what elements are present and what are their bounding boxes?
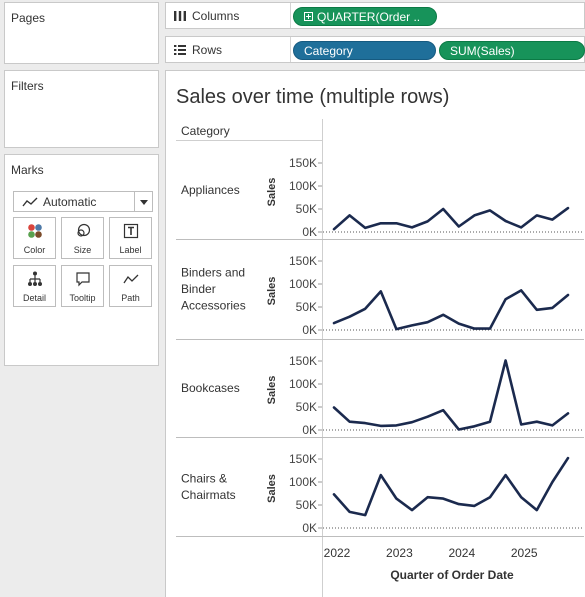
y-tick-label: 150K — [289, 156, 317, 170]
sum-sales-pill-label: SUM(Sales) — [450, 44, 515, 58]
y-tick-label: 150K — [289, 354, 317, 368]
y-tick-label: 50K — [296, 300, 317, 314]
size-button-label: Size — [73, 245, 92, 255]
path-button-label: Path — [121, 293, 140, 303]
size-button[interactable]: Size — [61, 217, 104, 259]
detail-button-label: Detail — [22, 293, 46, 303]
y-tick-label: 100K — [289, 475, 317, 489]
row-label-2: Accessories — [181, 299, 246, 313]
y-axis-title: Sales — [266, 474, 278, 503]
color-button-label: Color — [23, 245, 46, 255]
y-tick-label: 150K — [289, 254, 317, 268]
path-icon — [123, 274, 139, 284]
row-label-2: Binder — [181, 282, 216, 296]
columns-shelf-label: Columns — [192, 9, 240, 23]
path-button[interactable]: Path — [109, 265, 152, 307]
y-tick-label: 50K — [296, 498, 317, 512]
rows-icon — [174, 45, 186, 55]
x-tick-label: 2025 — [511, 546, 538, 560]
shelf-divider — [290, 3, 291, 28]
y-axis-title: Sales — [266, 376, 278, 405]
shelf-divider — [290, 37, 291, 62]
marks-card: Marks Automatic Color Size — [4, 154, 159, 366]
series-line-3 — [332, 359, 570, 431]
y-tick-label: 100K — [289, 377, 317, 391]
y-tick-label: 100K — [289, 179, 317, 193]
y-tick-label: 150K — [289, 452, 317, 466]
row-label-4: Chairs & — [181, 471, 227, 485]
detail-button[interactable]: Detail — [13, 265, 56, 307]
y-axis-title: Sales — [266, 178, 278, 207]
expand-plus-icon[interactable] — [304, 12, 313, 21]
mark-type-dropdown[interactable]: Automatic — [13, 191, 153, 212]
sum-sales-pill[interactable]: SUM(Sales) — [439, 41, 585, 60]
y-tick-label: 0K — [302, 323, 317, 337]
y-axis-title: Sales — [266, 277, 278, 306]
quarter-order-date-pill[interactable]: QUARTER(Order .. — [293, 7, 437, 26]
x-tick-label: 2022 — [324, 546, 351, 560]
mark-type-label: Automatic — [43, 195, 97, 209]
chart-area: Category Appliances Sales 0K 50K 100K 150K Bind… — [176, 119, 584, 597]
row-label-3: Bookcases — [181, 381, 240, 395]
filters-card[interactable]: Filters — [4, 70, 159, 148]
color-icon — [28, 224, 42, 238]
text-label-icon — [123, 223, 139, 239]
rows-shelf-label: Rows — [192, 43, 223, 57]
label-button-label: Label — [119, 245, 142, 255]
filters-card-title: Filters — [11, 79, 44, 93]
row-label-4: Chairmats — [181, 488, 236, 502]
tooltip-icon — [76, 272, 90, 287]
y-tick-label: 100K — [289, 277, 317, 291]
y-tick-label: 0K — [302, 521, 317, 535]
x-tick-label: 2023 — [386, 546, 413, 560]
series-line-1 — [332, 206, 570, 231]
pages-card[interactable]: Pages — [4, 2, 159, 64]
columns-icon — [174, 11, 186, 21]
x-tick-label: 2024 — [448, 546, 475, 560]
y-tick-label: 50K — [296, 202, 317, 216]
worksheet-view: Sales over time (multiple rows) Category… — [165, 70, 585, 597]
y-tick-label: 50K — [296, 400, 317, 414]
chevron-down-icon[interactable] — [134, 192, 152, 211]
category-pill-label: Category — [304, 44, 353, 58]
label-button[interactable]: Label — [109, 217, 152, 259]
rows-shelf[interactable]: Rows Category SUM(Sales) — [165, 36, 585, 63]
view-title: Sales over time (multiple rows) — [176, 86, 450, 108]
series-line-2 — [332, 289, 570, 331]
detail-icon — [28, 271, 42, 286]
row-label-1: Appliances — [181, 183, 240, 197]
quarter-pill-label: QUARTER(Order .. — [317, 10, 421, 24]
marks-card-title: Marks — [11, 163, 44, 177]
category-pill[interactable]: Category — [293, 41, 436, 60]
color-button[interactable]: Color — [13, 217, 56, 259]
series-line-4 — [332, 456, 570, 517]
line-mark-icon — [22, 197, 38, 207]
columns-shelf[interactable]: Columns QUARTER(Order .. — [165, 2, 585, 29]
y-tick-label: 0K — [302, 225, 317, 239]
row-header-category: Category — [181, 124, 230, 138]
y-tick-label: 0K — [302, 423, 317, 437]
row-label-2: Binders and — [181, 266, 245, 280]
tooltip-button[interactable]: Tooltip — [61, 265, 104, 307]
tooltip-button-label: Tooltip — [69, 293, 96, 303]
size-icon — [77, 223, 91, 237]
x-axis-title: Quarter of Order Date — [390, 568, 514, 582]
pages-card-title: Pages — [11, 11, 46, 25]
